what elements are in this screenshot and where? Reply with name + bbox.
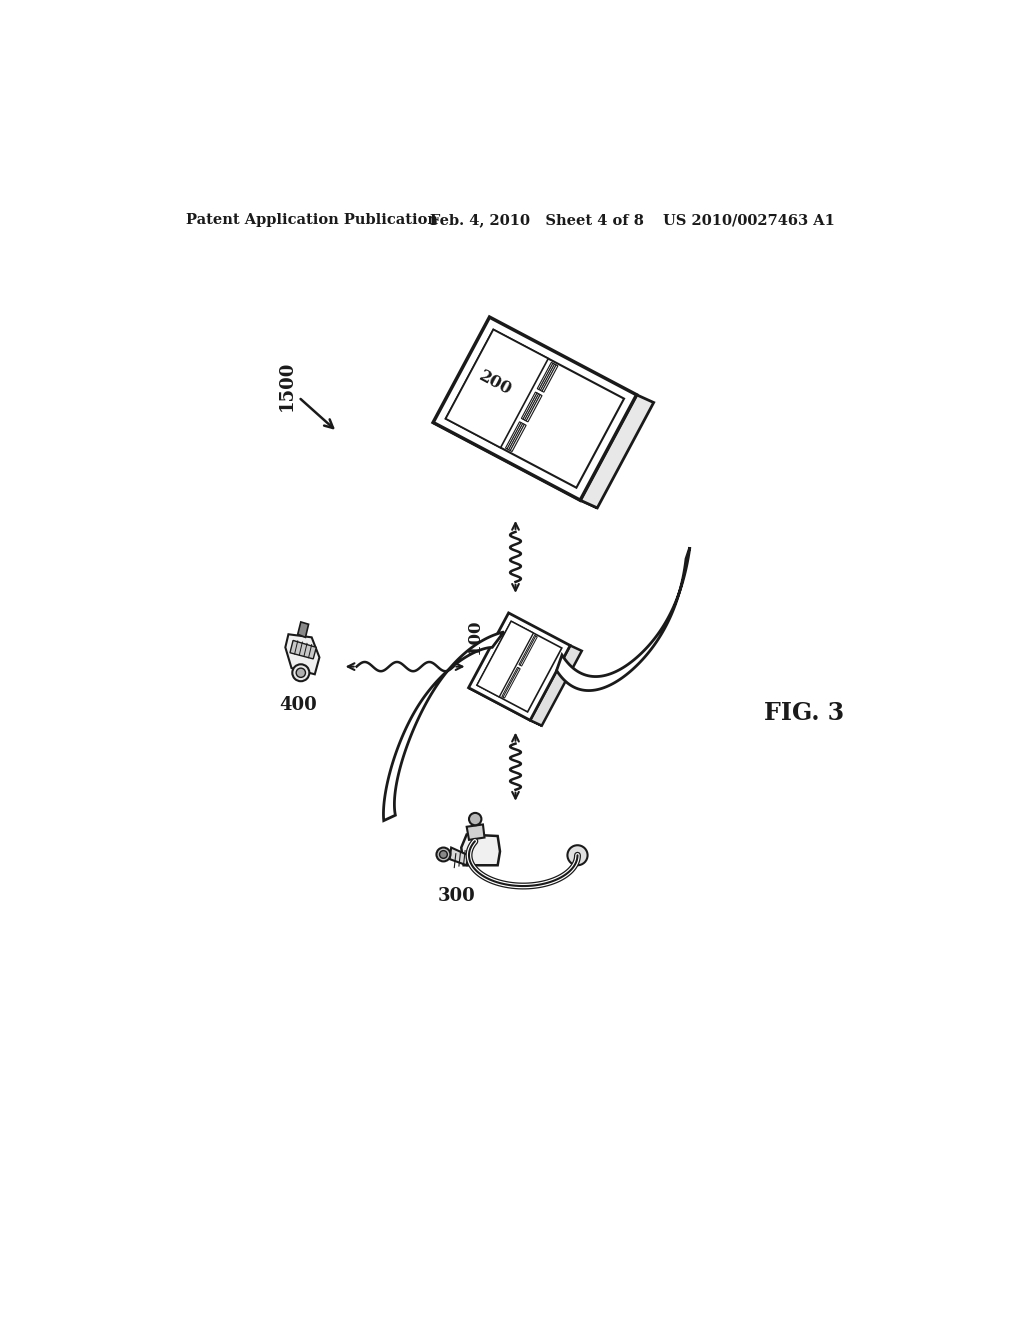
Polygon shape <box>530 645 582 726</box>
Polygon shape <box>524 393 541 421</box>
Text: Patent Application Publication: Patent Application Publication <box>186 213 438 227</box>
Polygon shape <box>521 392 538 420</box>
Circle shape <box>567 845 588 866</box>
Polygon shape <box>542 364 558 392</box>
Polygon shape <box>541 364 556 391</box>
Circle shape <box>469 813 481 825</box>
Polygon shape <box>445 330 548 447</box>
Polygon shape <box>526 395 542 422</box>
Polygon shape <box>520 636 538 667</box>
Polygon shape <box>383 632 504 821</box>
Polygon shape <box>538 363 553 389</box>
Polygon shape <box>286 635 319 675</box>
Polygon shape <box>467 825 484 840</box>
Polygon shape <box>509 424 524 450</box>
Circle shape <box>296 668 305 677</box>
Polygon shape <box>539 363 555 391</box>
Polygon shape <box>581 395 653 508</box>
Polygon shape <box>506 422 521 449</box>
Text: FIG. 3: FIG. 3 <box>764 701 844 725</box>
Text: 200: 200 <box>476 368 515 399</box>
Polygon shape <box>502 668 519 697</box>
Polygon shape <box>298 622 308 638</box>
Polygon shape <box>433 317 637 500</box>
Circle shape <box>439 850 447 858</box>
Text: 1500: 1500 <box>278 360 296 411</box>
Polygon shape <box>510 424 526 451</box>
Text: 300: 300 <box>438 887 476 906</box>
Polygon shape <box>519 635 537 665</box>
Text: 400: 400 <box>280 696 316 714</box>
Circle shape <box>436 847 451 862</box>
Polygon shape <box>503 668 520 698</box>
Polygon shape <box>507 422 523 450</box>
Polygon shape <box>523 393 539 420</box>
Circle shape <box>292 664 309 681</box>
Polygon shape <box>477 622 534 697</box>
Text: US 2010/0027463 A1: US 2010/0027463 A1 <box>663 213 835 227</box>
Polygon shape <box>290 640 316 659</box>
Polygon shape <box>469 612 570 721</box>
Text: 100: 100 <box>466 619 482 653</box>
Polygon shape <box>469 688 542 726</box>
Text: Feb. 4, 2010   Sheet 4 of 8: Feb. 4, 2010 Sheet 4 of 8 <box>430 213 644 227</box>
Polygon shape <box>433 422 597 508</box>
Polygon shape <box>461 834 500 866</box>
Polygon shape <box>557 548 690 690</box>
Polygon shape <box>450 847 468 866</box>
